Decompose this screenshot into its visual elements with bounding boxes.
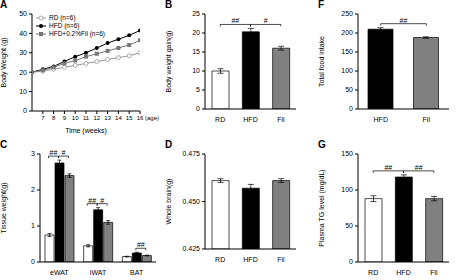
svg-text:50: 50	[19, 10, 27, 17]
svg-text:BAT: BAT	[130, 269, 144, 276]
svg-text:RD: RD	[215, 256, 225, 263]
html-text:A: A	[0, 0, 8, 10]
svg-text:150: 150	[341, 150, 353, 157]
svg-text:0.425: 0.425	[182, 245, 200, 252]
svg-text:HFD+0.2%Fil (n=6): HFD+0.2%Fil (n=6)	[49, 30, 105, 38]
svg-text:12: 12	[93, 115, 100, 121]
svg-text:##: ##	[415, 164, 423, 171]
svg-text:Fil: Fil	[277, 116, 285, 123]
svg-text:10: 10	[72, 115, 79, 121]
svg-text:20: 20	[19, 69, 27, 76]
svg-text:10: 10	[192, 67, 200, 74]
svg-text:11: 11	[83, 115, 90, 121]
svg-text:15: 15	[192, 48, 200, 55]
svg-text:150: 150	[341, 48, 353, 55]
svg-text:0.450: 0.450	[182, 198, 200, 205]
html-text:D: D	[165, 139, 173, 150]
svg-text:2: 2	[31, 186, 35, 193]
svg-text:Body Weight (g): Body Weight (g)	[8, 37, 9, 87]
svg-text:##: ##	[137, 241, 145, 248]
svg-text:0: 0	[23, 107, 27, 114]
html-text:B: B	[165, 0, 173, 10]
svg-text:0: 0	[349, 258, 353, 265]
svg-text:eWAT: eWAT	[50, 269, 69, 276]
svg-text:Body weight gain(g): Body weight gain(g)	[165, 31, 173, 93]
html-text:C: C	[0, 139, 8, 150]
svg-text:iWAT: iWAT	[90, 269, 107, 276]
svg-text:5: 5	[196, 86, 200, 93]
svg-text:Whole brain(g): Whole brain(g)	[165, 179, 173, 225]
svg-text:#: #	[264, 17, 268, 24]
svg-text:Total food intake: Total food intake	[318, 36, 325, 87]
svg-text:3: 3	[31, 150, 35, 157]
svg-text:(age): (age)	[145, 115, 159, 121]
svg-text:14: 14	[115, 115, 122, 121]
svg-text:0: 0	[349, 105, 353, 112]
svg-text:Fil: Fil	[423, 116, 431, 123]
svg-text:16: 16	[137, 115, 144, 121]
svg-text:RD (n=6): RD (n=6)	[49, 14, 76, 22]
svg-text:25: 25	[192, 10, 200, 17]
svg-text:##: ##	[231, 17, 239, 24]
svg-text:##: ##	[400, 17, 408, 24]
svg-text:50: 50	[345, 222, 353, 229]
svg-text:0: 0	[31, 258, 35, 265]
svg-text:100: 100	[341, 186, 353, 193]
svg-text:8: 8	[52, 115, 56, 121]
svg-text:#: #	[100, 197, 104, 204]
svg-text:250: 250	[341, 10, 353, 17]
svg-text:13: 13	[104, 115, 111, 121]
svg-text:7: 7	[41, 115, 45, 121]
svg-text:HFD: HFD	[396, 269, 410, 276]
svg-text:RD: RD	[368, 269, 378, 276]
svg-text:Tissue weight(g): Tissue weight(g)	[8, 182, 9, 233]
svg-text:RD: RD	[215, 116, 225, 123]
svg-text:##: ##	[384, 164, 392, 171]
svg-text:50: 50	[345, 86, 353, 93]
svg-text:Plasma TG level (mg/dL): Plasma TG level (mg/dL)	[318, 169, 326, 246]
svg-text:20: 20	[192, 29, 200, 36]
svg-text:0: 0	[196, 105, 200, 112]
svg-text:200: 200	[341, 29, 353, 36]
svg-text:HFD: HFD	[243, 256, 257, 263]
html-text:F: F	[318, 0, 325, 10]
svg-text:100: 100	[341, 67, 353, 74]
svg-text:HFD (n=6): HFD (n=6)	[49, 22, 80, 30]
svg-text:HFD: HFD	[243, 116, 257, 123]
svg-text:##: ##	[50, 149, 58, 156]
html-text:G: G	[318, 139, 326, 150]
svg-text:30: 30	[19, 49, 27, 56]
svg-text:1: 1	[31, 222, 35, 229]
svg-text:Fil: Fil	[277, 256, 285, 263]
svg-text:Fil: Fil	[430, 269, 438, 276]
svg-text:HFD: HFD	[374, 116, 388, 123]
svg-text:#: #	[62, 149, 66, 156]
svg-text:0.475: 0.475	[182, 150, 200, 157]
svg-text:40: 40	[19, 30, 27, 37]
svg-text:10: 10	[19, 88, 27, 95]
svg-text:##: ##	[88, 197, 96, 204]
svg-text:9: 9	[63, 115, 67, 121]
svg-text:15: 15	[126, 115, 133, 121]
svg-text:Time (weeks): Time (weeks)	[65, 127, 107, 135]
